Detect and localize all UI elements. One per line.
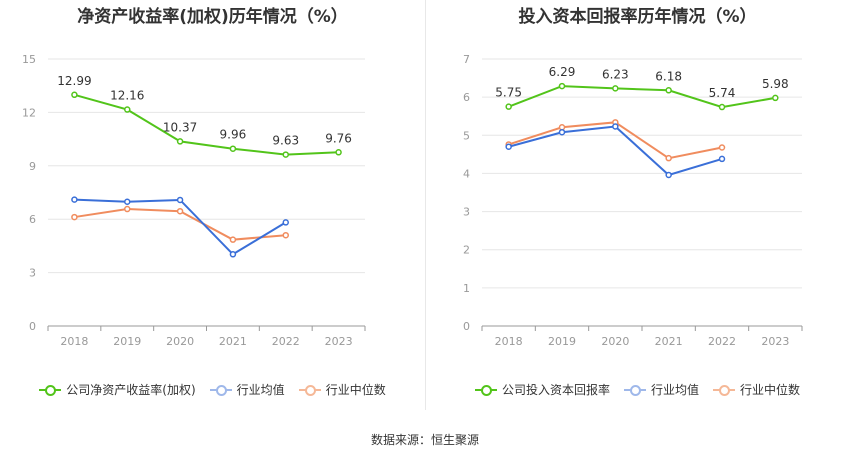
legend-label: 行业均值	[650, 383, 699, 397]
data-point	[282, 219, 289, 226]
legend-item-company-roe[interactable]: 公司净资产收益率(加权)	[39, 381, 196, 398]
data-point	[505, 143, 512, 150]
data-point	[229, 145, 237, 152]
data-label: 6.18	[655, 69, 682, 83]
legend-line-icon	[298, 384, 321, 396]
y-tick-label: 3	[29, 267, 36, 280]
legend-line-icon	[713, 384, 735, 396]
x-tick-label: 2023	[325, 335, 353, 348]
data-label: 6.23	[602, 67, 629, 81]
data-point	[718, 103, 726, 111]
x-tick-label: 2023	[761, 335, 789, 348]
data-point	[665, 154, 672, 162]
y-tick-label: 15	[22, 53, 36, 66]
roe-chart-legend: 公司净资产收益率(加权) 行业均值 行业中位数	[0, 381, 425, 398]
legend-item-industry-mean[interactable]: 行业均值	[209, 381, 285, 398]
data-point	[229, 251, 237, 258]
y-tick-label: 1	[463, 282, 470, 295]
data-point	[282, 231, 289, 239]
y-tick-label: 6	[463, 91, 470, 104]
data-point	[665, 87, 672, 94]
y-tick-label: 6	[29, 213, 36, 226]
legend-line-icon	[209, 384, 232, 396]
roic-chart-panel: 投入资本回报率历年情况（%） 0 1 2 3 4 5 6 7 2018 2019 2020 2021 2…	[425, 0, 850, 420]
data-point	[772, 94, 779, 102]
y-tick-label: 0	[29, 320, 36, 333]
legend-label: 行业中位数	[325, 383, 386, 397]
data-point	[718, 144, 726, 151]
roic-chart-plot: 0 1 2 3 4 5 6 7 2018 2019 2020 2021 2022 2023 5.75 6.29…	[463, 53, 803, 348]
y-tick-label: 2	[463, 244, 470, 257]
series-line	[508, 85, 776, 109]
x-tick-label: 2020	[601, 335, 629, 348]
data-point	[282, 151, 289, 158]
data-point	[505, 103, 512, 110]
legend-label: 公司净资产收益率(加权)	[66, 383, 196, 397]
x-tick-label: 2018	[60, 335, 88, 348]
x-tick-label: 2022	[272, 335, 300, 348]
data-point	[665, 171, 672, 179]
data-point	[124, 106, 131, 113]
roe-chart-panel: 净资产收益率(加权)历年情况（%） 0 3 6 9 12 15 2018 2019 2020 20…	[0, 0, 425, 420]
legend-item-industry-mean[interactable]: 行业均值	[623, 381, 699, 398]
y-tick-label: 5	[463, 129, 470, 142]
data-point	[176, 138, 184, 145]
legend-label: 行业中位数	[740, 383, 801, 397]
data-point	[558, 82, 566, 90]
x-tick-label: 2022	[708, 335, 736, 348]
legend-item-company-roic[interactable]: 公司投入资本回报率	[474, 381, 610, 398]
data-point	[176, 207, 184, 215]
data-point	[558, 128, 566, 136]
data-label: 9.76	[325, 131, 352, 145]
data-source-note: 数据来源：恒生聚源	[370, 433, 479, 447]
series-line	[74, 198, 287, 256]
data-label: 9.63	[272, 134, 299, 148]
data-label: 5.75	[495, 86, 522, 100]
data-point	[335, 149, 342, 156]
data-label: 10.37	[163, 120, 197, 134]
roic-chart-title: 投入资本回报率历年情况（%）	[518, 7, 757, 27]
series-line	[74, 93, 339, 156]
data-point	[718, 155, 726, 163]
legend-line-icon	[623, 384, 646, 396]
y-tick-label: 4	[463, 167, 470, 180]
legend-line-icon	[39, 384, 62, 396]
roe-chart-plot: 0 3 6 9 12 15 2018 2019 2020 2021 2022 2023 12.99 12.…	[22, 53, 366, 348]
x-tick-label: 2018	[495, 335, 523, 348]
y-tick-label: 3	[463, 206, 470, 219]
data-point	[71, 91, 78, 99]
data-label: 6.29	[549, 65, 576, 79]
data-point	[229, 236, 237, 243]
x-tick-label: 2021	[655, 335, 683, 348]
x-tick-label: 2021	[219, 335, 247, 348]
roe-chart-title: 净资产收益率(加权)历年情况（%）	[77, 7, 348, 27]
x-tick-label: 2020	[166, 335, 194, 348]
y-tick-label: 9	[29, 160, 36, 173]
data-label: 5.74	[709, 86, 736, 100]
legend-line-icon	[474, 384, 497, 396]
roic-chart-legend: 公司投入资本回报率 行业均值 行业中位数	[425, 381, 850, 398]
y-tick-label: 12	[22, 106, 36, 119]
data-point	[124, 198, 131, 206]
data-label: 9.96	[220, 128, 247, 142]
data-label: 12.99	[57, 74, 91, 88]
x-tick-label: 2019	[548, 335, 576, 348]
legend-item-industry-median[interactable]: 行业中位数	[298, 381, 386, 398]
panel-divider	[425, 0, 426, 410]
x-tick-label: 2019	[113, 335, 141, 348]
data-label: 5.98	[762, 77, 789, 91]
data-label: 12.16	[110, 89, 144, 103]
data-point	[124, 205, 131, 213]
data-point	[176, 196, 184, 204]
data-point	[71, 196, 78, 203]
y-tick-label: 0	[463, 320, 470, 333]
data-point	[612, 85, 619, 92]
data-point	[71, 213, 78, 221]
y-tick-label: 7	[463, 53, 470, 66]
legend-label: 公司投入资本回报率	[501, 383, 610, 397]
legend-item-industry-median[interactable]: 行业中位数	[713, 381, 800, 398]
legend-label: 行业均值	[236, 383, 285, 397]
data-point	[612, 123, 619, 130]
